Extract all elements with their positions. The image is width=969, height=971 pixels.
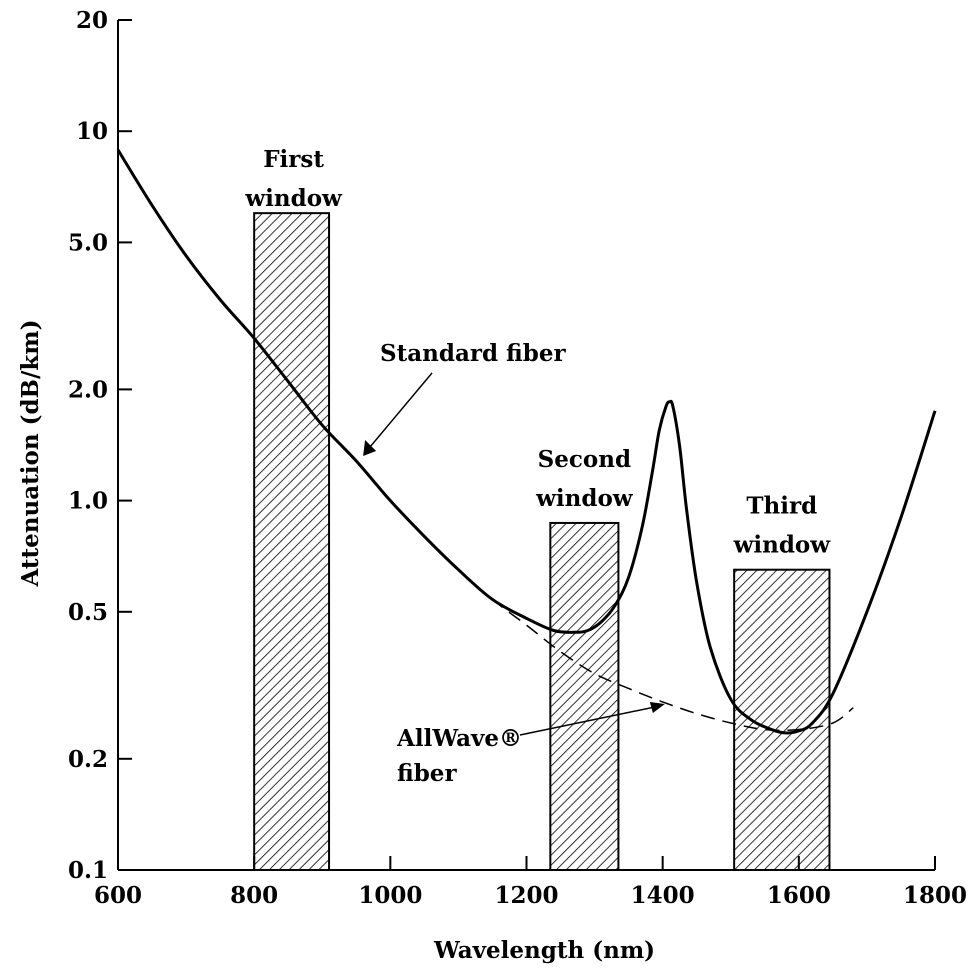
window-band-2 [549, 521, 620, 871]
allwave-fiber-curve [457, 569, 854, 732]
y-tick-label: 10 [76, 118, 108, 145]
y-tick-label: 0.2 [68, 746, 108, 773]
window-label-3: window [733, 532, 832, 559]
y-tick-label: 0.1 [68, 857, 108, 884]
allwave-fiber-label: AllWave® [396, 725, 522, 752]
window-label-3: Third [746, 493, 817, 520]
standard-fiber-arrow [368, 372, 433, 449]
x-axis-title: Wavelength (nm) [433, 937, 655, 964]
x-tick-label: 1000 [358, 882, 422, 909]
x-tick-label: 800 [230, 882, 278, 909]
standard-fiber-label: Standard fiber [380, 340, 566, 367]
x-tick-label: 1600 [767, 882, 831, 909]
x-tick-label: 600 [94, 882, 142, 909]
window-band-1 [253, 212, 331, 871]
y-tick-label: 2.0 [68, 376, 108, 403]
y-tick-label: 20 [76, 7, 108, 34]
x-tick-label: 1200 [494, 882, 558, 909]
allwave-fiber-arrowhead [649, 701, 665, 713]
allwave-fiber-arrow [519, 706, 656, 736]
window-label-2: window [535, 485, 634, 512]
standard-fiber-curve [116, 149, 937, 735]
x-tick-label: 1400 [631, 882, 695, 909]
y-tick-label: 1.0 [68, 488, 108, 515]
x-tick-label: 1800 [903, 882, 967, 909]
window-label-1: window [244, 185, 343, 212]
standard-fiber-arrowhead [363, 440, 377, 457]
window-label-1: First [263, 146, 324, 173]
allwave-fiber-label: fiber [397, 760, 457, 787]
window-label-2: Second [538, 446, 631, 473]
y-tick-label: 5.0 [68, 229, 108, 256]
y-tick-label: 0.5 [68, 599, 108, 626]
y-axis-title: Attenuation (dB/km) [17, 319, 44, 587]
